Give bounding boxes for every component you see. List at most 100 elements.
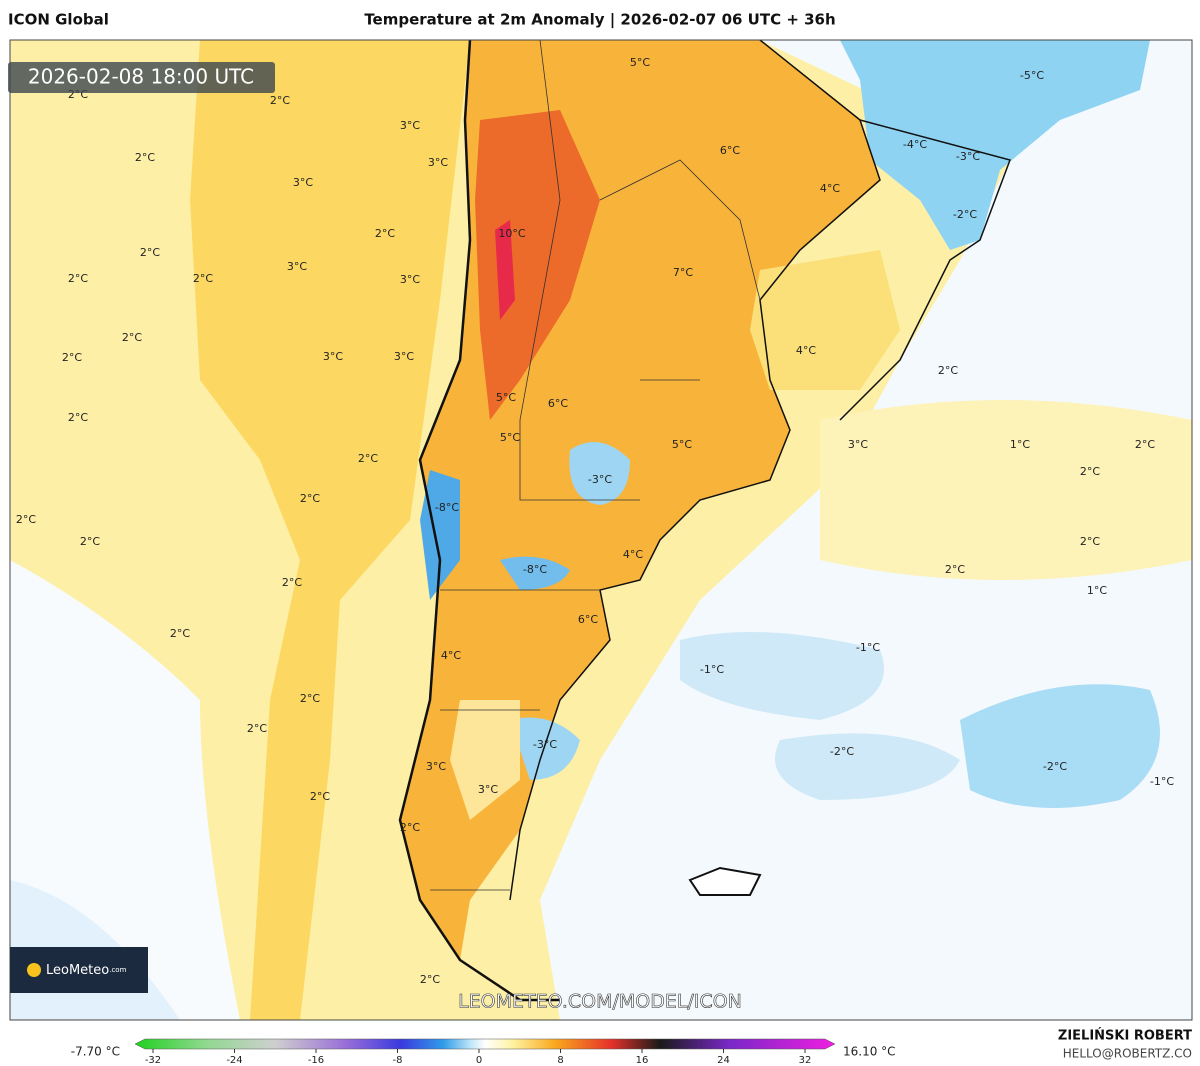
warm-area <box>820 400 1192 580</box>
colorbar-tick-label: 8 <box>557 1055 563 1066</box>
colorbar-tick-label: 32 <box>799 1055 812 1066</box>
contour-label: 2°C <box>945 563 965 576</box>
mild-area <box>450 700 520 820</box>
contour-label: -2°C <box>830 745 854 758</box>
cold-area <box>569 442 630 505</box>
contour-label: 2°C <box>1135 438 1155 451</box>
colorbar-ticks: -32 -24 -16 -8 0 8 16 24 32 <box>145 1049 812 1066</box>
contour-label: 3°C <box>400 273 420 286</box>
author: ZIELIŃSKI ROBERT <box>1058 1028 1192 1044</box>
contour-labels: 2°C 2°C 3°C 2°C 3°C 3°C 2°C 2°C 3°C 2°C 2°C 3°C 2°C 2… <box>16 56 1174 986</box>
colorbar-tick-label: 0 <box>476 1055 482 1066</box>
time-box <box>8 62 275 93</box>
contour-label: 2°C <box>1080 535 1100 548</box>
logo-text: LeoMeteo.com <box>46 963 127 978</box>
contour-label: 2°C <box>1080 465 1100 478</box>
contour-label: -5°C <box>1020 69 1044 82</box>
cold-area <box>840 40 1150 250</box>
hot-area <box>475 110 600 420</box>
contour-label: 2°C <box>68 272 88 285</box>
contour-label: 2°C <box>300 492 320 505</box>
contour-label: 3°C <box>428 156 448 169</box>
colorbar-tick-label: -16 <box>308 1055 324 1066</box>
contour-label: 2°C <box>358 452 378 465</box>
contour-label: 3°C <box>426 760 446 773</box>
contour-label: 7°C <box>673 266 693 279</box>
map-frame <box>9 39 1193 1021</box>
contour-label: -8°C <box>435 501 459 514</box>
contour-label: 5°C <box>672 438 692 451</box>
contour-label: 2°C <box>140 246 160 259</box>
contour-label: 2°C <box>16 513 36 526</box>
logo-suffix: .com <box>109 966 126 974</box>
colorbar-max: 16.10 °C <box>843 1045 896 1059</box>
contour-label: -3°C <box>533 738 557 751</box>
contour-label: 5°C <box>630 56 650 69</box>
islands <box>688 866 762 896</box>
colorbar-tick-label: 16 <box>636 1055 649 1066</box>
contour-label: 2°C <box>420 973 440 986</box>
contour-label: -2°C <box>953 208 977 221</box>
contour-label: 4°C <box>623 548 643 561</box>
contour-label: 1°C <box>1087 584 1107 597</box>
contour-label: 3°C <box>323 350 343 363</box>
colorbar-min: -7.70 °C <box>71 1045 120 1059</box>
contour-label: 3°C <box>293 176 313 189</box>
coastline <box>509 40 881 901</box>
cold-area <box>420 470 460 600</box>
contour-label: 3°C <box>400 119 420 132</box>
contour-label: -8°C <box>523 563 547 576</box>
contour-label: 2°C <box>300 692 320 705</box>
contour-label: 5°C <box>500 431 520 444</box>
contour-label: 3°C <box>287 260 307 273</box>
valid-time: 2026-02-08 18:00 UTC <box>28 65 254 89</box>
contour-label: -3°C <box>588 473 612 486</box>
contour-label: 2°C <box>938 364 958 377</box>
colorbar <box>134 1038 836 1050</box>
contour-label: 2°C <box>400 821 420 834</box>
contour-label: 2°C <box>62 351 82 364</box>
contour-label: 4°C <box>796 344 816 357</box>
coastline <box>839 119 1011 421</box>
logo-name: LeoMeteo <box>46 963 109 978</box>
colorbar-tick-label: 24 <box>717 1055 730 1066</box>
contour-label: 2°C <box>122 331 142 344</box>
contour-label: 2°C <box>247 722 267 735</box>
contour-label: -4°C <box>903 138 927 151</box>
contour-label: 3°C <box>394 350 414 363</box>
contour-label: 2°C <box>135 151 155 164</box>
borders <box>430 40 761 891</box>
cool-area <box>680 632 884 720</box>
contour-label: 3°C <box>478 783 498 796</box>
logo-sun <box>27 963 41 977</box>
contour-label: 6°C <box>720 144 740 157</box>
cold-area <box>500 556 570 590</box>
hot-core <box>495 220 515 320</box>
cold-area <box>510 717 580 780</box>
contour-label: 5°C <box>496 391 516 404</box>
contour-label: 6°C <box>578 613 598 626</box>
contour-label: -3°C <box>956 150 980 163</box>
contour-label: -1°C <box>700 663 724 676</box>
email: HELLO@ROBERTZ.CO <box>1063 1047 1192 1061</box>
watermark: LEOMETEO.COM/MODEL/ICON <box>458 991 742 1013</box>
map-title: Temperature at 2m Anomaly | 2026-02-07 0… <box>364 11 835 30</box>
mild-area <box>750 250 900 390</box>
cool-area <box>775 733 960 800</box>
contour-label: -1°C <box>1150 775 1174 788</box>
contour-label: 3°C <box>848 438 868 451</box>
contour-label: -1°C <box>856 641 880 654</box>
contour-label: 2°C <box>375 227 395 240</box>
colorbar-tick-label: -24 <box>226 1055 242 1066</box>
colorbar-tick-label: -32 <box>145 1055 161 1066</box>
contour-label: 4°C <box>441 649 461 662</box>
coastline <box>398 40 560 1002</box>
contour-label: 4°C <box>820 182 840 195</box>
contour-label: 1°C <box>1010 438 1030 451</box>
contour-label: 2°C <box>270 94 290 107</box>
contour-label: 10°C <box>498 227 525 240</box>
contour-label: 2°C <box>310 790 330 803</box>
cool-area <box>960 684 1160 808</box>
